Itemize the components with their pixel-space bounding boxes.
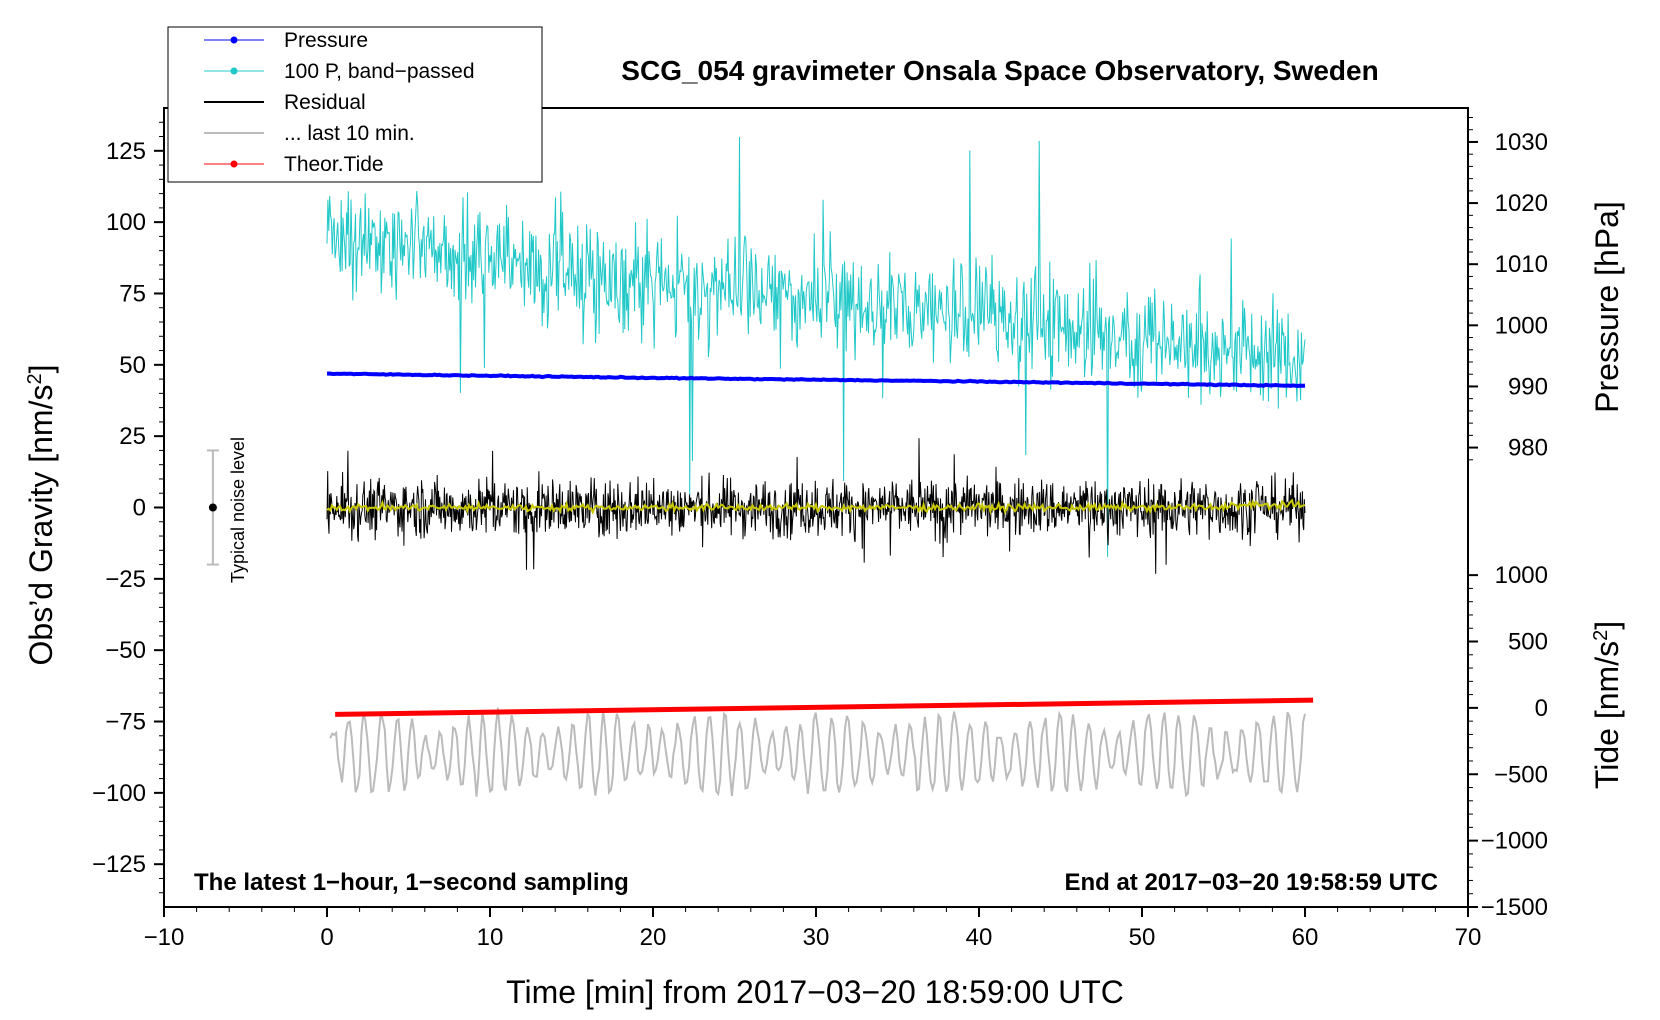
y-axis-tide-label: Tide [nm/s2] [1589,621,1625,789]
noise-level-label: Typical noise level [228,437,248,583]
y-axis-left-label-main: Obs’d Gravity [nm/s [23,385,59,666]
y-pressure-tick-label: 1020 [1495,190,1548,217]
y-axis-tide-label-close: ] [1589,621,1625,630]
noise-level-dot [208,503,217,512]
y-pressure-tick-label: 980 [1508,435,1548,462]
legend-label: Residual [284,91,366,114]
y-left-tick-label: 25 [119,423,146,450]
sampling-note: The latest 1−hour, 1−second sampling [194,869,629,896]
y-left-tick-label: −25 [105,566,146,593]
legend-marker [230,67,238,75]
legend-label: Theor.Tide [284,153,384,176]
y-axis-pressure-label: Pressure [hPa] [1589,201,1625,413]
x-tick-label: 40 [966,924,993,951]
legend-label: Pressure [284,29,368,52]
x-tick-label: −10 [144,924,185,951]
y-tide-tick-label: 500 [1508,629,1548,656]
x-tick-label: 20 [640,924,667,951]
y-tide-tick-label: −1000 [1481,828,1548,855]
series-residual [326,438,1306,574]
series-theor-tide [335,697,1314,717]
y-left-tick-label: −50 [105,637,146,664]
y-left-tick-label: −75 [105,709,146,736]
chart-title: SCG_054 gravimeter Onsala Space Observat… [621,55,1378,86]
y-left-tick-label: 50 [119,352,146,379]
y-left-tick-label: 75 [119,280,146,307]
legend: Pressure 100 P, band−passed Residual ... la… [167,26,543,183]
y-axis-tide-label-main: Tide [nm/s [1589,641,1625,789]
y-tide-tick-label: −500 [1494,761,1548,788]
data-layer [326,136,1314,798]
end-time-note: End at 2017−03−20 19:58:59 UTC [1064,869,1438,896]
frame-layer: −10 0 10 20 30 40 50 60 701251007550250−25−50−75… [92,107,1548,951]
y-left-tick-label: 125 [106,138,146,165]
y-left-tick-label: 100 [106,209,146,236]
series-pressure [326,371,1306,389]
y-tide-tick-label: −1500 [1481,894,1548,921]
x-tick-label: 30 [803,924,830,951]
series-last-10-min [329,707,1306,798]
x-axis-label: Time [min] from 2017−03−20 18:59:00 UTC [506,974,1124,1010]
x-tick-label: 10 [477,924,504,951]
y-axis-left-label-sup: 2 [24,373,46,384]
y-tide-tick-label: 0 [1535,695,1548,722]
noise-level-indicator: Typical noise level [206,437,248,583]
y-left-tick-label: −125 [92,851,146,878]
y-left-tick-label: 0 [133,495,146,522]
y-pressure-tick-label: 1030 [1495,129,1548,156]
y-tide-tick-label: 1000 [1495,562,1548,589]
x-tick-label: 50 [1129,924,1156,951]
series-residual-smoothed [326,498,1306,516]
x-tick-label: 70 [1455,924,1482,951]
y-pressure-tick-label: 1010 [1495,251,1548,278]
legend-box [167,26,543,183]
y-pressure-tick-label: 990 [1508,373,1548,400]
legend-label: ... last 10 min. [284,122,415,145]
x-tick-label: 0 [320,924,333,951]
y-axis-left-label: Obs’d Gravity [nm/s2] [23,365,59,666]
x-tick-label: 60 [1292,924,1319,951]
legend-marker [230,160,238,168]
y-axis-left-label-close: ] [23,365,59,374]
legend-marker [230,36,238,44]
legend-label: 100 P, band−passed [284,60,475,83]
y-pressure-tick-label: 1000 [1495,312,1548,339]
y-axis-tide-label-sup: 2 [1590,630,1612,641]
y-left-tick-label: −100 [92,780,146,807]
